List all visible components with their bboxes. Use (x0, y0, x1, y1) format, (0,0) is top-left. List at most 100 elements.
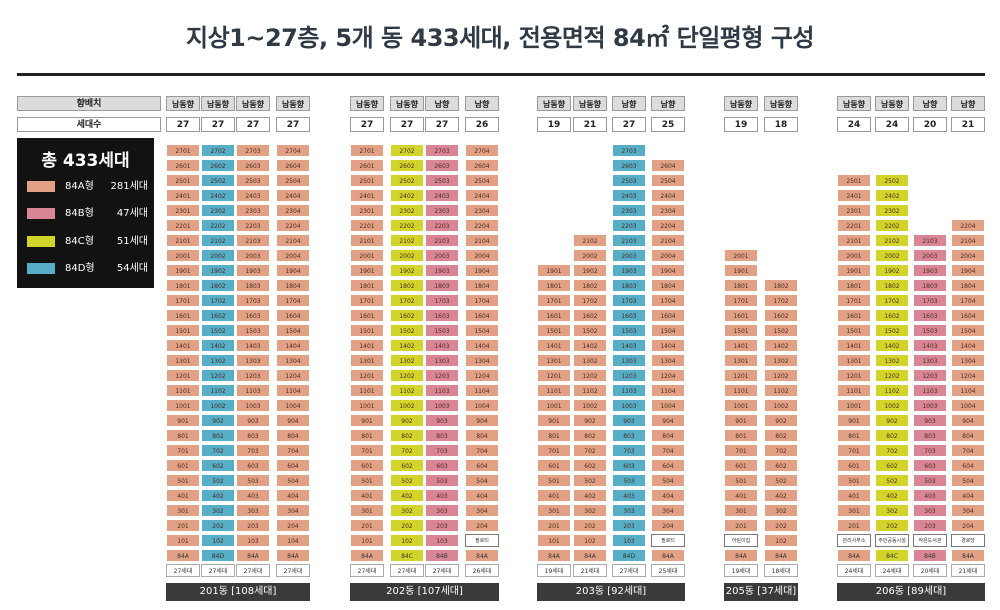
unit-cell: 404 (276, 489, 310, 502)
line-unit-count: 20 (913, 117, 947, 132)
unit-cell: 802 (573, 429, 607, 442)
unit-cell: 304 (951, 504, 985, 517)
unit-type-label: 84B (425, 549, 459, 562)
unit-cell: 2504 (651, 174, 685, 187)
unit-cell: 2503 (425, 174, 459, 187)
unit-cell: 1802 (573, 279, 607, 292)
unit-cell: 1201 (166, 369, 200, 382)
unit-cell: 704 (276, 444, 310, 457)
unit-cell: 1703 (236, 294, 270, 307)
unit-cell: 1201 (724, 369, 758, 382)
line-unit-count: 21 (951, 117, 985, 132)
line-household-count: 21세대 (573, 564, 607, 577)
unit-cell: 402 (875, 489, 909, 502)
unit-cell: 1304 (951, 354, 985, 367)
unit-cell: 401 (724, 489, 758, 502)
ground-facility: 경로당 (951, 534, 985, 547)
unit-cell: 902 (201, 414, 235, 427)
unit-cell: 2003 (913, 249, 947, 262)
unit-cell: 2304 (465, 204, 499, 217)
unit-cell: 2604 (276, 159, 310, 172)
unit-cell: 2604 (465, 159, 499, 172)
unit-cell: 2101 (166, 234, 200, 247)
unit-cell: 1203 (612, 369, 646, 382)
unit-type-label: 84A (951, 549, 985, 562)
unit-cell: 104 (276, 534, 310, 547)
unit-cell: 2204 (465, 219, 499, 232)
unit-cell: 1901 (837, 264, 871, 277)
unit-cell: 2504 (465, 174, 499, 187)
unit-cell: 1503 (612, 324, 646, 337)
unit-cell: 1504 (276, 324, 310, 337)
unit-cell: 803 (612, 429, 646, 442)
unit-cell: 2404 (276, 189, 310, 202)
line-household-count: 27세대 (612, 564, 646, 577)
unit-cell: 1004 (276, 399, 310, 412)
unit-cell: 2401 (166, 189, 200, 202)
unit-cell: 1404 (276, 339, 310, 352)
unit-cell: 801 (724, 429, 758, 442)
ground-facility: 관리사무소 (837, 534, 871, 547)
unit-cell: 1503 (913, 324, 947, 337)
unit-cell: 1402 (201, 339, 235, 352)
unit-cell: 902 (390, 414, 424, 427)
unit-cell: 2402 (875, 189, 909, 202)
unit-cell: 1903 (236, 264, 270, 277)
unit-cell: 1303 (913, 354, 947, 367)
unit-cell: 1804 (651, 279, 685, 292)
unit-cell: 401 (350, 489, 384, 502)
line-orientation: 남동향 (276, 96, 310, 111)
title-divider (17, 73, 985, 76)
line-unit-count: 21 (573, 117, 607, 132)
unit-cell: 801 (350, 429, 384, 442)
unit-cell: 502 (390, 474, 424, 487)
unit-cell: 2104 (276, 234, 310, 247)
unit-cell: 1702 (390, 294, 424, 307)
unit-cell: 1002 (875, 399, 909, 412)
unit-cell: 603 (913, 459, 947, 472)
unit-cell: 2501 (350, 174, 384, 187)
line-orientation: 남향 (612, 96, 646, 111)
unit-cell: 2103 (913, 234, 947, 247)
unit-cell: 901 (837, 414, 871, 427)
unit-cell: 1201 (350, 369, 384, 382)
unit-cell: 1204 (276, 369, 310, 382)
unit-cell: 1001 (724, 399, 758, 412)
unit-cell: 1503 (425, 324, 459, 337)
legend-count-84b: 47세대 (116, 208, 148, 219)
unit-cell: 1204 (951, 369, 985, 382)
unit-cell: 1701 (350, 294, 384, 307)
unit-cell: 2002 (390, 249, 424, 262)
unit-cell: 301 (350, 504, 384, 517)
unit-cell: 1801 (837, 279, 871, 292)
building-label: 203동 [92세대] (537, 583, 685, 601)
unit-cell: 1902 (573, 264, 607, 277)
unit-cell: 502 (764, 474, 798, 487)
unit-cell: 2302 (390, 204, 424, 217)
unit-cell: 804 (276, 429, 310, 442)
unit-cell: 1101 (166, 384, 200, 397)
unit-cell: 2402 (201, 189, 235, 202)
line-orientation: 남동향 (837, 96, 871, 111)
unit-cell: 1001 (166, 399, 200, 412)
unit-type-label: 84A (537, 549, 571, 562)
unit-cell: 1304 (276, 354, 310, 367)
unit-cell: 304 (651, 504, 685, 517)
unit-cell: 203 (612, 519, 646, 532)
unit-cell: 1102 (390, 384, 424, 397)
unit-cell: 1502 (201, 324, 235, 337)
unit-cell: 1301 (350, 354, 384, 367)
unit-cell: 702 (764, 444, 798, 457)
line-orientation: 남동향 (201, 96, 235, 111)
unit-cell: 1501 (724, 324, 758, 337)
unit-type-label: 84A (573, 549, 607, 562)
legend-swatch-84d (27, 263, 55, 274)
line-unit-count: 27 (425, 117, 459, 132)
legend-type-84d: 84D형 (65, 263, 95, 274)
unit-cell: 1801 (350, 279, 384, 292)
unit-cell: 1503 (236, 324, 270, 337)
unit-cell: 1603 (612, 309, 646, 322)
unit-cell: 601 (166, 459, 200, 472)
unit-cell: 2102 (875, 234, 909, 247)
line-orientation: 남동향 (236, 96, 270, 111)
